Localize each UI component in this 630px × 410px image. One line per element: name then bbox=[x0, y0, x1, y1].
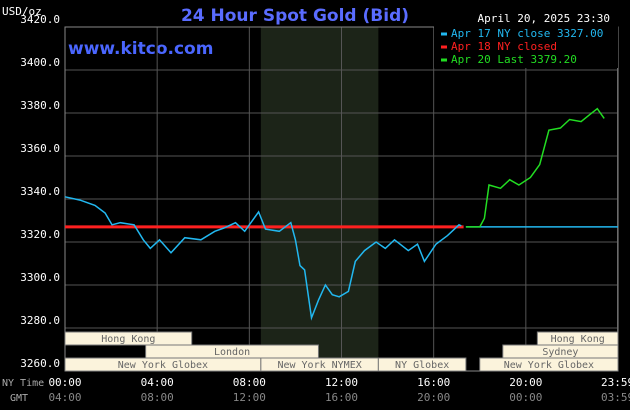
y-tick-label: 3360.0 bbox=[20, 142, 60, 155]
gmt-tick-label: 16:00 bbox=[325, 391, 358, 404]
y-tick-label: 3400.0 bbox=[20, 56, 60, 69]
gmt-tick-label: 12:00 bbox=[233, 391, 266, 404]
x-tick-label: 16:00 bbox=[417, 376, 450, 389]
y-tick-label: 3340.0 bbox=[20, 185, 60, 198]
plot-frame bbox=[64, 26, 619, 372]
session-label: London bbox=[214, 347, 250, 358]
x-tick-label: 04:00 bbox=[141, 376, 174, 389]
session-label: NY Globex bbox=[395, 360, 449, 371]
legend-swatch bbox=[441, 32, 447, 36]
gmt-tick-label: 04:00 bbox=[48, 391, 81, 404]
legend-label: Apr 18 NY closed bbox=[451, 40, 557, 53]
gmt-tick-label: 20:00 bbox=[417, 391, 450, 404]
legend-swatch bbox=[441, 58, 447, 62]
gmt-tick-label: 00:00 bbox=[509, 391, 542, 404]
gmt-tick-label: 08:00 bbox=[141, 391, 174, 404]
session-label: Hong Kong bbox=[551, 334, 605, 345]
website: www.kitco.com bbox=[68, 39, 213, 59]
legend-label: Apr 17 NY close 3327.00 bbox=[451, 27, 603, 40]
y-tick-label: 3380.0 bbox=[20, 99, 60, 112]
legend-label: Apr 20 Last 3379.20 bbox=[451, 53, 577, 66]
session-label: New York Globex bbox=[504, 360, 594, 371]
gmt-tick-label: 03:59 bbox=[601, 391, 630, 404]
y-tick-label: 3300.0 bbox=[20, 271, 60, 284]
x-tick-label: 23:59 bbox=[601, 376, 630, 389]
x-tick-label: 08:00 bbox=[233, 376, 266, 389]
y-tick-label: 3420.0 bbox=[20, 13, 60, 26]
session-label: New York NYMEX bbox=[277, 360, 361, 371]
x-row-label: GMT bbox=[10, 393, 28, 404]
series-line bbox=[64, 196, 618, 321]
series-line bbox=[465, 107, 605, 228]
session-label: New York Globex bbox=[118, 360, 208, 371]
y-tick-label: 3280.0 bbox=[20, 314, 60, 327]
x-tick-label: 20:00 bbox=[509, 376, 542, 389]
x-tick-label: 00:00 bbox=[48, 376, 81, 389]
chart-title: 24 Hour Spot Gold (Bid) bbox=[181, 6, 409, 26]
y-tick-label: 3320.0 bbox=[20, 228, 60, 241]
session-label: Hong Kong bbox=[101, 334, 155, 345]
timestamp: April 20, 2025 23:30 bbox=[478, 12, 610, 25]
y-tick-label: 3260.0 bbox=[20, 357, 60, 370]
session-label: Sydney bbox=[542, 347, 578, 358]
unit-label: USD/oz bbox=[2, 5, 42, 18]
legend-swatch bbox=[441, 45, 447, 49]
legend-box bbox=[434, 26, 618, 68]
x-tick-label: 12:00 bbox=[325, 376, 358, 389]
x-row-label: NY Time bbox=[2, 378, 44, 389]
